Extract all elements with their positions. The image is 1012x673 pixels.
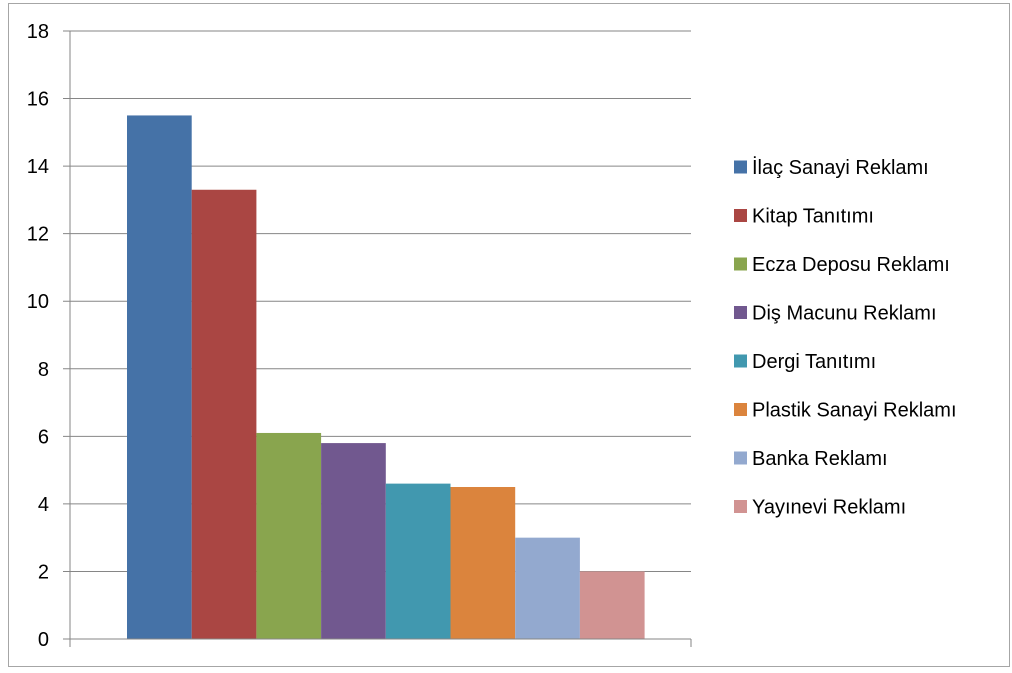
bar bbox=[256, 432, 322, 639]
bar-chart: 0 2 4 6 8 10 12 14 16 18 İlaç Sanayi Reklamı Kitap… bbox=[27, 21, 957, 651]
bar bbox=[450, 487, 516, 639]
legend-swatch bbox=[734, 403, 747, 416]
y-tick-label: 0 bbox=[38, 629, 49, 651]
bar bbox=[321, 443, 386, 639]
legend-label: Diş Macunu Reklamı bbox=[752, 303, 937, 325]
bar bbox=[385, 483, 451, 639]
legend: İlaç Sanayi Reklamı Kitap Tanıtımı Ecza De… bbox=[734, 156, 957, 519]
legend-swatch bbox=[734, 257, 747, 271]
bar bbox=[191, 189, 257, 639]
y-tick-label: 10 bbox=[27, 291, 49, 313]
legend-label: Dergi Tanıtımı bbox=[752, 351, 876, 373]
legend-label: Yayınevi Reklamı bbox=[752, 497, 906, 519]
legend-swatch bbox=[734, 500, 747, 513]
legend-swatch bbox=[734, 354, 747, 368]
legend-label: İlaç Sanayi Reklamı bbox=[752, 156, 929, 179]
bars bbox=[127, 115, 645, 639]
chart-frame: 0 2 4 6 8 10 12 14 16 18 İlaç Sanayi Reklamı Kitap… bbox=[8, 3, 1010, 667]
y-tick-label: 12 bbox=[27, 224, 49, 246]
y-tick-label: 14 bbox=[27, 156, 49, 178]
legend-swatch bbox=[734, 451, 747, 465]
axes bbox=[63, 31, 692, 647]
legend-swatch bbox=[734, 209, 747, 222]
bar bbox=[579, 571, 645, 639]
bar bbox=[127, 115, 192, 639]
y-tick-label: 4 bbox=[38, 494, 49, 516]
y-tick-label: 18 bbox=[27, 21, 49, 43]
legend-label: Plastik Sanayi Reklamı bbox=[752, 400, 957, 422]
y-tick-label: 2 bbox=[38, 561, 49, 583]
y-tick-label: 8 bbox=[38, 359, 49, 381]
legend-label: Ecza Deposu Reklamı bbox=[752, 254, 950, 276]
y-tick-label: 16 bbox=[27, 89, 49, 111]
legend-label: Kitap Tanıtımı bbox=[752, 206, 874, 228]
y-tick-label: 6 bbox=[38, 426, 49, 448]
legend-swatch bbox=[734, 160, 747, 174]
legend-swatch bbox=[734, 306, 747, 319]
legend-label: Banka Reklamı bbox=[752, 448, 888, 470]
bar bbox=[515, 537, 580, 639]
y-tick-labels: 0 2 4 6 8 10 12 14 16 18 bbox=[27, 21, 49, 651]
